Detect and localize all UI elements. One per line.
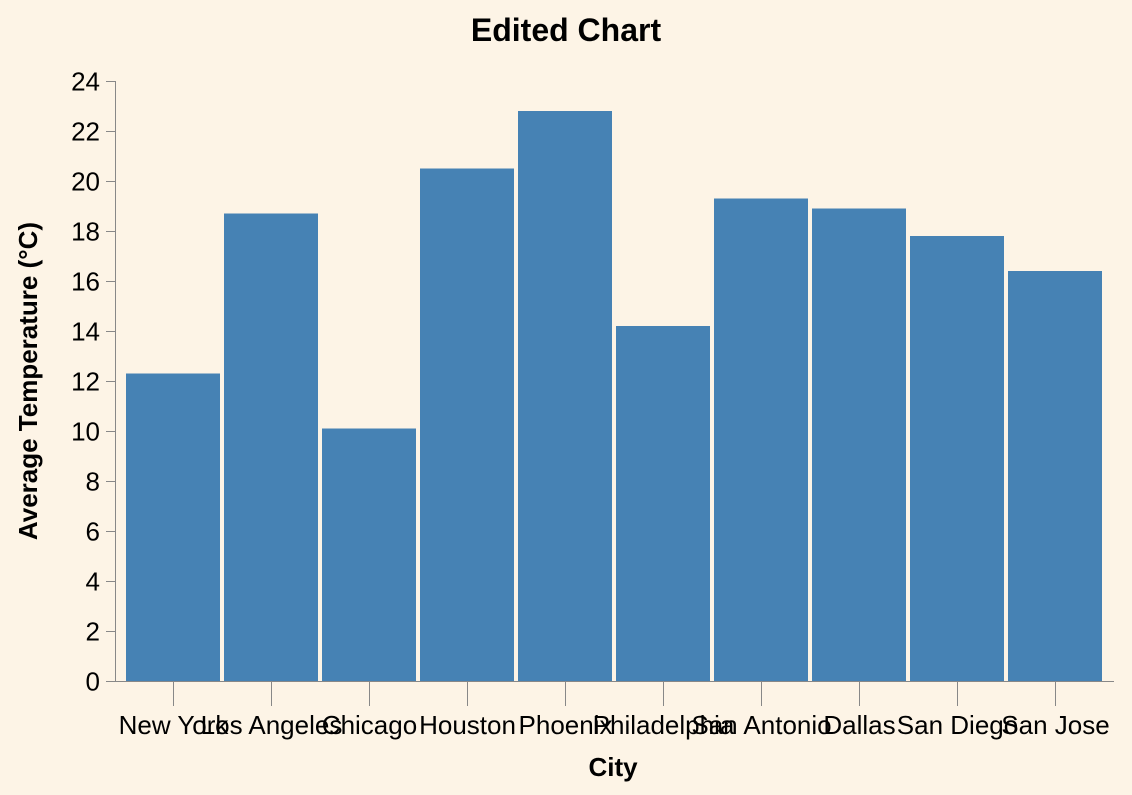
y-tick-label: 12 — [71, 367, 100, 397]
bar-san-antonio — [714, 198, 808, 681]
bar-dallas — [812, 208, 906, 681]
y-tick-label: 8 — [86, 467, 100, 497]
bar-phoenix — [518, 111, 612, 681]
x-tick-label: New York — [119, 710, 230, 740]
y-tick-label: 20 — [71, 167, 100, 197]
y-tick-label: 4 — [86, 567, 100, 597]
bars-group — [126, 111, 1102, 681]
bar-los-angeles — [224, 213, 318, 681]
x-tick-label: Houston — [419, 710, 516, 740]
bar-san-jose — [1008, 271, 1102, 681]
bar-new-york — [126, 373, 220, 681]
bar-san-diego — [910, 236, 1004, 681]
chart-title: Edited Chart — [471, 12, 662, 48]
x-tick-label: San Diego — [897, 710, 1018, 740]
x-tick-label: San Jose — [1001, 710, 1109, 740]
x-tick-label: Philadelphia — [593, 710, 735, 740]
x-tick-label: Los Angeles — [201, 710, 343, 740]
y-tick-label: 24 — [71, 67, 100, 97]
x-tick-label: San Antonio — [691, 710, 831, 740]
y-tick-label: 14 — [71, 317, 100, 347]
y-tick-label: 0 — [86, 667, 100, 697]
bar-philadelphia — [616, 326, 710, 681]
y-tick-label: 10 — [71, 417, 100, 447]
y-tick-label: 6 — [86, 517, 100, 547]
y-axis-title: Average Temperature (°C) — [13, 222, 43, 540]
y-tick-label: 22 — [71, 117, 100, 147]
bar-chicago — [322, 428, 416, 681]
y-tick-label: 16 — [71, 267, 100, 297]
x-tick-label: Phoenix — [519, 710, 613, 740]
bar-houston — [420, 168, 514, 681]
y-tick-label: 2 — [86, 617, 100, 647]
x-tick-label: Dallas — [823, 710, 895, 740]
x-axis-title: City — [588, 752, 638, 782]
y-tick-label: 18 — [71, 217, 100, 247]
x-tick-label: Chicago — [322, 710, 417, 740]
